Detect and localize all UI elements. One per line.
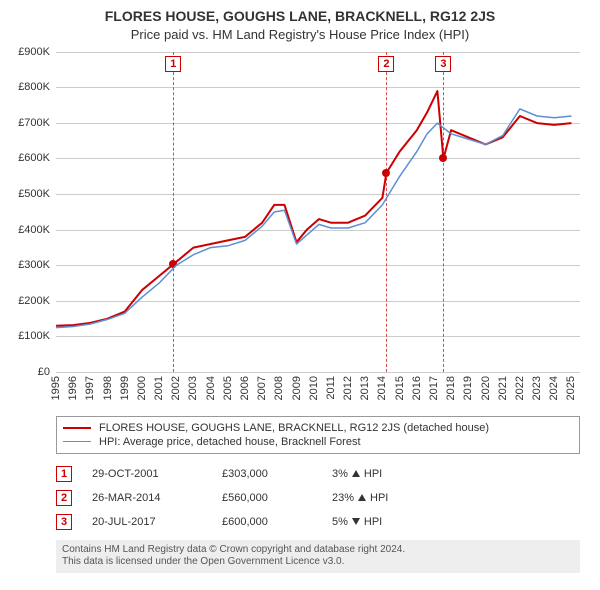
gridline bbox=[56, 372, 580, 373]
event-diff-vs: HPI bbox=[370, 492, 388, 504]
legend-item: FLORES HOUSE, GOUGHS LANE, BRACKNELL, RG… bbox=[63, 421, 573, 435]
footer-line: This data is licensed under the Open Gov… bbox=[62, 556, 574, 569]
attribution-footer: Contains HM Land Registry data © Crown c… bbox=[56, 540, 580, 573]
x-axis-label: 1998 bbox=[102, 376, 114, 400]
chart-title: FLORES HOUSE, GOUGHS LANE, BRACKNELL, RG… bbox=[12, 8, 588, 25]
event-diff: 23% HPI bbox=[332, 492, 388, 504]
event-diff-pct: 3% bbox=[332, 468, 348, 480]
x-axis-label: 2016 bbox=[411, 376, 423, 400]
x-axis-label: 2003 bbox=[187, 376, 199, 400]
x-axis-label: 2012 bbox=[342, 376, 354, 400]
legend-item: HPI: Average price, detached house, Brac… bbox=[63, 435, 573, 449]
event-diff: 5% HPI bbox=[332, 516, 382, 528]
x-axis-label: 2017 bbox=[428, 376, 440, 400]
event-diff: 3% HPI bbox=[332, 468, 382, 480]
x-axis-label: 2020 bbox=[480, 376, 492, 400]
x-axis-label: 1999 bbox=[119, 376, 131, 400]
event-row: 2 26-MAR-2014 £560,000 23% HPI bbox=[56, 486, 580, 510]
event-flag: 1 bbox=[56, 466, 72, 482]
footer-line: Contains HM Land Registry data © Crown c… bbox=[62, 544, 574, 557]
event-flag: 3 bbox=[56, 514, 72, 530]
x-axis-label: 2004 bbox=[205, 376, 217, 400]
x-axis-label: 2025 bbox=[565, 376, 577, 400]
x-axis-label: 2005 bbox=[222, 376, 234, 400]
x-axis-label: 1996 bbox=[67, 376, 79, 400]
y-axis-label: £200K bbox=[8, 295, 50, 307]
x-axis-label: 2011 bbox=[325, 376, 337, 400]
x-axis-label: 2014 bbox=[376, 376, 388, 400]
x-axis-label: 2006 bbox=[239, 376, 251, 400]
sale-events: 1 29-OCT-2001 £303,000 3% HPI 2 26-MAR-2014 £56… bbox=[56, 462, 580, 534]
event-price: £303,000 bbox=[222, 468, 312, 480]
chart-container: FLORES HOUSE, GOUGHS LANE, BRACKNELL, RG… bbox=[0, 0, 600, 590]
x-axis-label: 2021 bbox=[497, 376, 509, 400]
y-axis-label: £300K bbox=[8, 259, 50, 271]
event-diff-pct: 23% bbox=[332, 492, 354, 504]
x-axis-label: 2015 bbox=[394, 376, 406, 400]
event-date: 29-OCT-2001 bbox=[92, 468, 202, 480]
x-axis-label: 2024 bbox=[548, 376, 560, 400]
arrow-up-icon bbox=[352, 470, 360, 477]
x-axis-label: 2022 bbox=[514, 376, 526, 400]
x-axis-label: 1997 bbox=[84, 376, 96, 400]
y-axis-label: £800K bbox=[8, 81, 50, 93]
event-diff-pct: 5% bbox=[332, 516, 348, 528]
y-axis-label: £700K bbox=[8, 117, 50, 129]
event-row: 1 29-OCT-2001 £303,000 3% HPI bbox=[56, 462, 580, 486]
x-axis-label: 2001 bbox=[153, 376, 165, 400]
x-axis-label: 2010 bbox=[308, 376, 320, 400]
y-axis-label: £900K bbox=[8, 46, 50, 58]
arrow-down-icon bbox=[352, 518, 360, 525]
x-axis-label: 1995 bbox=[50, 376, 62, 400]
x-axis-label: 2007 bbox=[256, 376, 268, 400]
event-date: 26-MAR-2014 bbox=[92, 492, 202, 504]
y-axis-label: £400K bbox=[8, 224, 50, 236]
event-diff-vs: HPI bbox=[364, 516, 382, 528]
y-axis-label: £0 bbox=[8, 366, 50, 378]
x-axis-label: 2023 bbox=[531, 376, 543, 400]
y-axis-label: £100K bbox=[8, 330, 50, 342]
event-price: £600,000 bbox=[222, 516, 312, 528]
y-axis-label: £500K bbox=[8, 188, 50, 200]
chart-subtitle: Price paid vs. HM Land Registry's House … bbox=[12, 27, 588, 42]
legend: FLORES HOUSE, GOUGHS LANE, BRACKNELL, RG… bbox=[56, 416, 580, 454]
x-axis-label: 2018 bbox=[445, 376, 457, 400]
event-row: 3 20-JUL-2017 £600,000 5% HPI bbox=[56, 510, 580, 534]
line-series-svg bbox=[56, 52, 580, 372]
legend-label: HPI: Average price, detached house, Brac… bbox=[99, 436, 361, 448]
legend-swatch bbox=[63, 427, 91, 429]
arrow-up-icon bbox=[358, 494, 366, 501]
legend-swatch bbox=[63, 441, 91, 442]
event-diff-vs: HPI bbox=[364, 468, 382, 480]
x-axis-label: 2008 bbox=[273, 376, 285, 400]
x-axis-label: 2000 bbox=[136, 376, 148, 400]
series-line-flores bbox=[56, 91, 571, 326]
plot-area: £0£100K£200K£300K£400K£500K£600K£700K£80… bbox=[56, 52, 580, 372]
event-date: 20-JUL-2017 bbox=[92, 516, 202, 528]
legend-label: FLORES HOUSE, GOUGHS LANE, BRACKNELL, RG… bbox=[99, 422, 489, 434]
x-axis-label: 2019 bbox=[462, 376, 474, 400]
x-axis-label: 2002 bbox=[170, 376, 182, 400]
x-axis-label: 2009 bbox=[291, 376, 303, 400]
x-axis-label: 2013 bbox=[359, 376, 371, 400]
y-axis-label: £600K bbox=[8, 152, 50, 164]
event-flag: 2 bbox=[56, 490, 72, 506]
event-price: £560,000 bbox=[222, 492, 312, 504]
